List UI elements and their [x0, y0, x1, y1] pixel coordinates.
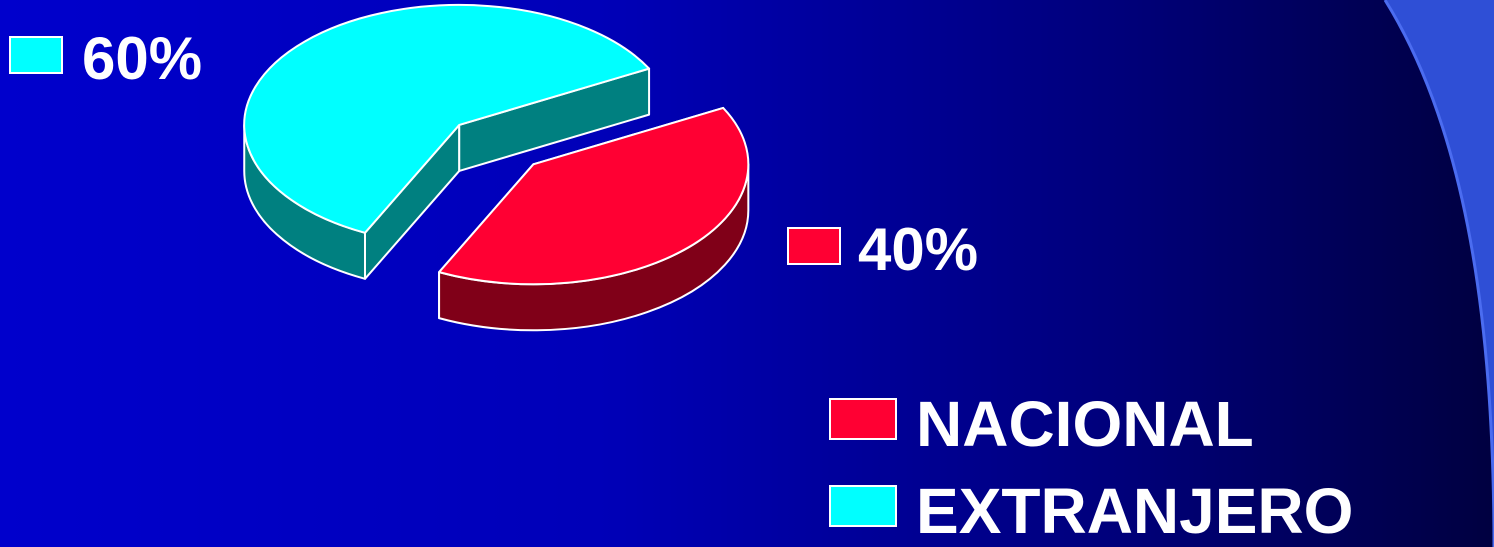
data-label-nacional: 40%: [787, 216, 978, 283]
svg-text:EXTRANJERO: EXTRANJERO: [916, 475, 1353, 547]
corner-arc-shape: [1385, 0, 1494, 547]
svg-text:40%: 40%: [858, 216, 978, 283]
legend: NACIONAL EXTRANJERO: [829, 388, 1353, 547]
legend-item-nacional: NACIONAL: [829, 388, 1254, 460]
pie-slice-nacional: [438, 106, 750, 332]
data-labels: 40% 60%: [9, 25, 978, 283]
legend-item-extranjero: EXTRANJERO: [829, 475, 1353, 547]
svg-text:60%: 60%: [82, 25, 202, 92]
pie-slice-extranjero: [243, 3, 651, 280]
svg-text:NACIONAL: NACIONAL: [916, 388, 1254, 460]
data-label-extranjero: 60%: [9, 25, 202, 92]
corner-arc-edge: [1383, 0, 1494, 547]
pie-slices: [243, 3, 750, 332]
